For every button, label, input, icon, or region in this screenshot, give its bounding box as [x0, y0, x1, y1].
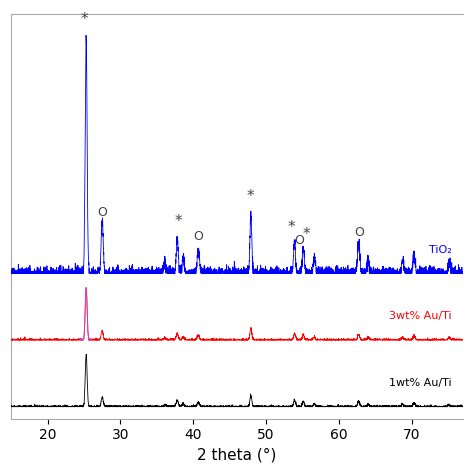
- Text: 3wt% Au/Ti: 3wt% Au/Ti: [389, 311, 452, 321]
- Text: 1wt% Au/Ti: 1wt% Au/Ti: [389, 378, 452, 388]
- Text: *: *: [288, 220, 295, 236]
- Text: O: O: [354, 226, 364, 239]
- Text: TiO₂: TiO₂: [429, 245, 452, 255]
- Text: *: *: [302, 227, 310, 242]
- Text: O: O: [97, 206, 107, 219]
- X-axis label: 2 theta (°): 2 theta (°): [197, 448, 277, 463]
- Text: O: O: [193, 230, 203, 243]
- Text: *: *: [81, 12, 89, 27]
- Text: *: *: [247, 189, 255, 204]
- Text: *: *: [174, 214, 182, 229]
- Text: O: O: [295, 234, 305, 247]
